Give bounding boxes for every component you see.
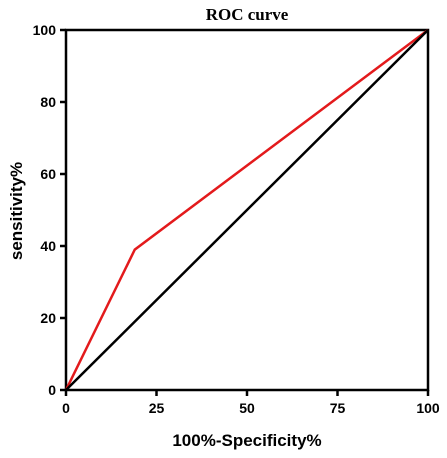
- y-tick-label: 100: [33, 22, 57, 38]
- x-tick-label: 50: [239, 400, 255, 416]
- x-tick-label: 100: [416, 400, 440, 416]
- y-axis: 0 20 40 60 80 100: [33, 22, 66, 398]
- x-tick-label: 75: [330, 400, 346, 416]
- x-axis-label: 100%-Specificity%: [172, 431, 321, 450]
- reference-diagonal-line: [65, 29, 429, 391]
- x-tick-label: 25: [149, 400, 165, 416]
- y-tick-label: 0: [48, 382, 56, 398]
- x-axis: 0 25 50 75 100: [62, 390, 440, 416]
- y-tick-label: 60: [40, 166, 56, 182]
- series-layer: [64, 28, 429, 391]
- x-tick-label: 0: [62, 400, 70, 416]
- y-tick-label: 40: [40, 238, 56, 254]
- chart-title: ROC curve: [206, 5, 289, 24]
- y-tick-label: 20: [40, 310, 56, 326]
- y-axis-label: sensitivity%: [7, 162, 26, 260]
- roc-curve-line: [64, 28, 429, 391]
- y-tick-label: 80: [40, 94, 56, 110]
